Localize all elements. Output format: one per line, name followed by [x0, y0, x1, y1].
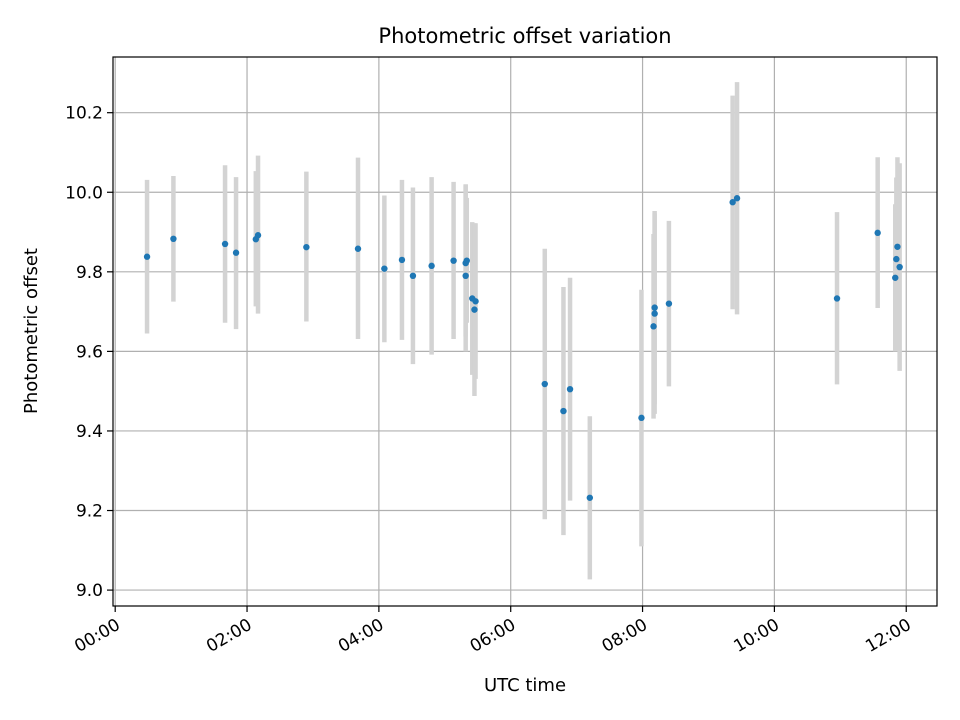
chart-title: Photometric offset variation — [378, 24, 671, 48]
y-axis-label: Photometric offset — [21, 248, 42, 414]
data-point — [733, 195, 741, 202]
data-point — [221, 240, 229, 248]
y-tick-label: 9.6 — [76, 342, 103, 362]
y-tick-label: 9.8 — [76, 263, 103, 283]
data-point — [398, 256, 406, 264]
data-point — [463, 257, 470, 264]
y-tick-label: 9.4 — [76, 422, 103, 442]
data-point — [893, 255, 900, 263]
y-tick-label: 10.0 — [65, 183, 103, 203]
data-point — [896, 263, 903, 271]
data-points — [143, 195, 903, 501]
data-point — [303, 243, 310, 251]
data-point — [729, 199, 736, 206]
data-point — [381, 265, 388, 272]
data-point — [650, 323, 657, 330]
data-point — [665, 300, 673, 307]
data-point — [254, 232, 262, 239]
data-point — [638, 414, 645, 422]
data-point — [892, 274, 899, 281]
plot-frame — [112, 56, 938, 607]
data-point — [450, 257, 457, 264]
data-point — [651, 310, 658, 317]
data-point — [409, 272, 417, 280]
data-point — [651, 304, 658, 311]
data-point — [894, 243, 901, 250]
data-point — [428, 262, 435, 270]
y-tick-label: 9.2 — [76, 502, 103, 522]
data-point — [566, 385, 574, 393]
data-point — [472, 298, 479, 305]
x-axis-label: UTC time — [484, 675, 566, 696]
data-point — [541, 380, 548, 388]
data-point — [143, 253, 151, 260]
data-point — [354, 245, 362, 252]
y-tick-label: 9.0 — [76, 581, 103, 601]
data-point — [833, 295, 841, 302]
data-point — [170, 235, 177, 243]
data-point — [586, 494, 594, 501]
data-point — [874, 229, 881, 237]
data-point — [560, 407, 567, 415]
y-tick-label: 10.2 — [65, 104, 103, 124]
data-point — [471, 306, 478, 313]
data-point — [232, 249, 240, 256]
data-point — [462, 272, 469, 280]
y-axis-ticks: 9.0 9.2 9.4 9.6 9.8 10.0 10.2 — [65, 104, 113, 601]
